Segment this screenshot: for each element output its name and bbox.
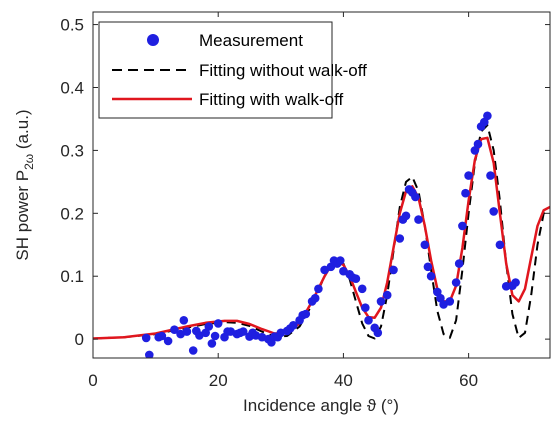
legend-label-without-walkoff: Fitting without walk-off	[199, 61, 367, 80]
measurement-point	[314, 284, 323, 294]
measurement-point	[489, 207, 499, 216]
y-tick-label: 0.2	[60, 204, 84, 223]
measurement-point	[336, 256, 345, 265]
legend-box	[98, 21, 333, 119]
y-tick-label: 0.3	[60, 141, 84, 160]
measurement-point	[141, 333, 151, 343]
plot-frame	[92, 11, 551, 359]
measurement-point	[170, 325, 179, 335]
measurement-point	[238, 327, 248, 336]
measurement-point	[395, 234, 405, 243]
measurement-point	[414, 215, 423, 224]
measurement-point	[361, 303, 370, 313]
y-axis-label-main: SH power P	[13, 170, 32, 261]
series-lines	[93, 124, 550, 340]
measurement-point	[351, 274, 361, 284]
measurement-point	[501, 282, 511, 291]
measurement-point	[357, 284, 367, 294]
measurement-point	[464, 171, 473, 180]
x-axis-label: Incidence angle ϑ (°)	[243, 396, 399, 415]
y-tick-label: 0.4	[60, 78, 84, 97]
measurement-point	[454, 259, 464, 268]
measurement-point	[376, 297, 386, 306]
measurement-point	[204, 322, 214, 331]
y-tick-label: 0	[75, 330, 84, 349]
measurement-point	[426, 271, 436, 281]
y-tick-label: 0.5	[60, 16, 84, 35]
x-tick-label: 20	[209, 371, 228, 390]
measurement-point	[373, 328, 383, 338]
measurement-point	[483, 111, 492, 121]
measurement-point	[207, 339, 217, 348]
measurement-point	[445, 297, 455, 306]
measurement-point	[458, 221, 467, 231]
x-tick-label: 60	[459, 371, 478, 390]
measurement-point	[163, 336, 173, 346]
measurement-point	[182, 327, 192, 336]
y-axis: 0 0.1 0.2 0.3 0.4 0.5	[60, 16, 550, 349]
measurement-point	[420, 240, 430, 250]
series-points	[141, 111, 520, 358]
legend-label-with-walkoff: Fitting with walk-off	[199, 90, 344, 109]
y-tick-label: 0.1	[60, 267, 84, 286]
measurement-point	[382, 290, 392, 300]
x-axis: 0 20 40 60	[88, 12, 478, 390]
measurement-point	[495, 240, 505, 250]
series-line-2	[93, 136, 550, 340]
measurement-point	[401, 211, 411, 221]
y-axis-label-units: (a.u.)	[13, 109, 32, 153]
measurement-point	[145, 350, 154, 358]
legend-marker-measurement	[147, 34, 159, 46]
measurement-point	[511, 278, 520, 287]
measurement-point	[411, 192, 420, 202]
legend-label-measurement: Measurement	[199, 31, 303, 50]
measurement-point	[157, 331, 167, 341]
measurement-point	[486, 171, 495, 180]
measurement-point	[213, 319, 223, 328]
measurement-point	[473, 139, 483, 149]
measurement-point	[364, 316, 373, 325]
measurement-point	[210, 331, 220, 341]
legend: Measurement Fitting without walk-off Fit…	[98, 21, 367, 119]
measurement-point	[389, 265, 398, 275]
measurement-point	[188, 346, 198, 355]
measurement-point	[451, 278, 461, 287]
x-tick-label: 0	[88, 371, 97, 390]
y-axis-label-subscript: 2ω	[22, 154, 36, 170]
measurement-point	[423, 262, 433, 272]
measurement-point	[179, 316, 189, 325]
measurement-point	[289, 321, 298, 330]
measurement-point	[301, 309, 311, 319]
measurement-point	[461, 188, 470, 198]
x-tick-label: 40	[334, 371, 353, 390]
y-axis-label: SH power P2ω (a.u.)	[13, 109, 36, 260]
measurement-point	[310, 293, 320, 303]
